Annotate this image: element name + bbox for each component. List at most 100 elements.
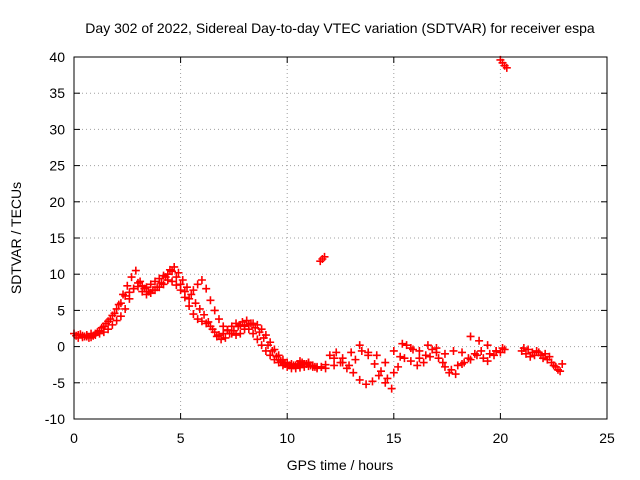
data-point [159, 271, 168, 280]
data-point [524, 345, 533, 354]
data-point [261, 331, 270, 340]
data-point [528, 348, 537, 357]
data-point [238, 317, 247, 326]
data-point [347, 348, 356, 357]
data-point [483, 357, 492, 366]
y-tick-label: 20 [49, 194, 65, 210]
data-point [144, 287, 153, 296]
data-point [283, 358, 292, 367]
data-point [453, 361, 462, 370]
data-point [244, 320, 253, 329]
data-point [330, 361, 339, 370]
data-point [182, 283, 191, 292]
data-point [200, 310, 209, 319]
series-trace-g [517, 346, 565, 376]
data-point [133, 278, 142, 287]
data-point [221, 333, 230, 342]
data-point [362, 380, 371, 389]
y-tick-label: 10 [49, 266, 65, 282]
data-point [185, 294, 194, 303]
data-point [464, 354, 473, 363]
data-point [87, 329, 96, 338]
data-point [219, 322, 228, 331]
series-outlier-1 [316, 252, 329, 266]
data-point [270, 345, 279, 354]
series-trace-h [519, 344, 567, 374]
data-point [266, 351, 275, 360]
data-point [142, 283, 151, 292]
data-point [477, 346, 486, 355]
data-point [536, 351, 545, 360]
data-points [70, 55, 567, 393]
data-point [78, 333, 87, 342]
data-point [406, 357, 415, 366]
data-point [325, 351, 334, 360]
data-point [155, 274, 164, 283]
data-point [364, 348, 373, 357]
data-point [355, 375, 364, 384]
data-point [197, 275, 206, 284]
series-trace-d [291, 341, 507, 383]
data-point [168, 277, 177, 286]
data-point [174, 268, 183, 277]
data-point [108, 320, 117, 329]
axis-ticks: 0 5 10 15 20 25 -10 -5 0 5 10 15 20 25 30 35 40 [45, 49, 615, 446]
data-point [357, 346, 366, 355]
plot-frame [73, 56, 608, 420]
data-point [558, 359, 567, 368]
data-point [170, 262, 179, 271]
data-point [387, 384, 396, 393]
data-point [202, 284, 211, 293]
data-point [321, 364, 330, 373]
series-outlier-2 [496, 55, 511, 72]
data-point [110, 309, 119, 318]
data-point [82, 331, 91, 340]
data-point [372, 351, 381, 360]
x-tick-label: 25 [599, 430, 615, 446]
data-point [342, 364, 351, 373]
x-axis-label: GPS time / hours [287, 457, 394, 473]
data-point [381, 358, 390, 367]
data-point [475, 336, 484, 345]
data-point [485, 349, 494, 358]
data-point [553, 365, 562, 374]
data-point [313, 362, 322, 371]
x-tick-label: 10 [279, 430, 295, 446]
data-point [419, 358, 428, 367]
data-point [185, 302, 194, 311]
data-point [189, 286, 198, 295]
data-point [189, 310, 198, 319]
data-point [236, 329, 245, 338]
data-point [193, 315, 202, 324]
data-point [217, 335, 226, 344]
data-point [129, 284, 138, 293]
data-point [291, 362, 300, 371]
y-tick-label: 40 [49, 49, 65, 65]
data-point [249, 319, 258, 328]
data-point [389, 368, 398, 377]
data-point [240, 325, 249, 334]
data-point [187, 290, 196, 299]
y-tick-label: 15 [49, 230, 65, 246]
x-tick-label: 15 [386, 430, 402, 446]
data-point [330, 354, 339, 363]
data-point [458, 359, 467, 368]
data-point [396, 352, 405, 361]
x-tick-label: 5 [177, 430, 185, 446]
data-point [97, 323, 106, 332]
data-point [541, 349, 550, 358]
data-point [119, 290, 128, 299]
data-point [121, 304, 130, 313]
data-point [151, 277, 160, 286]
data-point [438, 358, 447, 367]
data-point [99, 328, 108, 337]
y-tick-label: 5 [57, 302, 65, 318]
data-point [176, 280, 185, 289]
data-point [123, 281, 132, 290]
data-point [242, 316, 251, 325]
data-point [479, 354, 488, 363]
data-point [304, 358, 313, 367]
data-point [500, 345, 509, 354]
data-point [492, 346, 501, 355]
